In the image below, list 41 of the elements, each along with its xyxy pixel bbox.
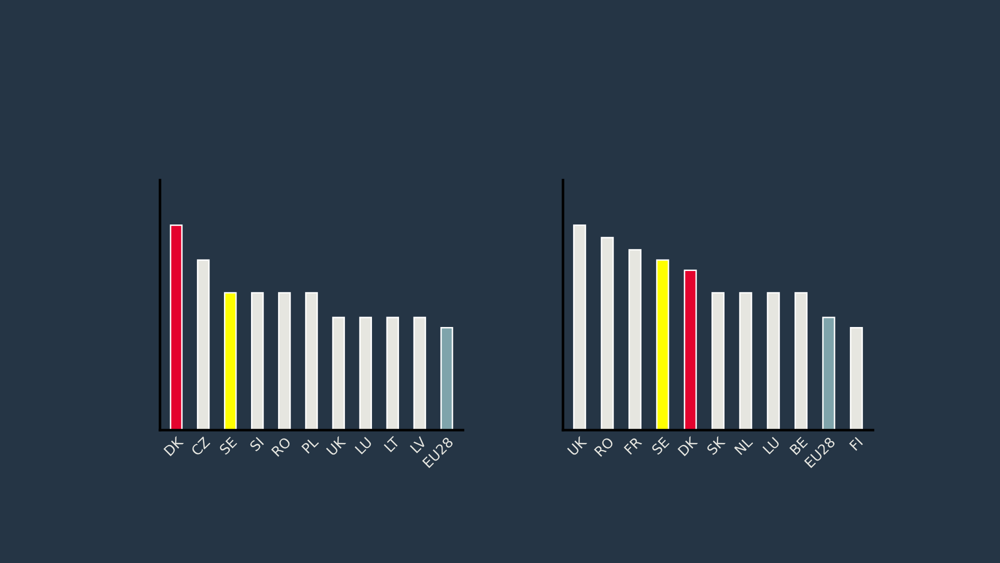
bar (278, 292, 291, 430)
bar (251, 292, 264, 430)
x-tick-label: RO (594, 436, 614, 457)
x-tick-label: RO (271, 436, 292, 457)
bar (711, 292, 725, 430)
bar (822, 316, 836, 430)
bar (170, 224, 183, 430)
x-tick-label: LT (384, 436, 400, 452)
bar (628, 249, 642, 430)
bar (766, 292, 780, 430)
x-tick-label: SK (706, 436, 726, 456)
x-tick-label: FR (624, 436, 642, 455)
x-tick-label: DK (678, 436, 698, 456)
bar (794, 292, 808, 430)
bar (224, 292, 237, 430)
x-tick-label: CZ (190, 436, 210, 456)
x-tick-label: FI (849, 436, 863, 451)
x-tick-label: UK (567, 436, 588, 456)
bar (739, 292, 752, 430)
bar (573, 224, 586, 430)
bar (332, 316, 345, 430)
bar (684, 270, 697, 430)
bar (440, 326, 454, 430)
x-tick-label: PL (301, 436, 319, 454)
bar (359, 316, 372, 430)
x-tick-label: SI (249, 436, 264, 452)
bar (196, 259, 210, 430)
x-tick-label: SE (651, 436, 670, 456)
bar (413, 316, 426, 430)
x-tick-label: UK (326, 436, 346, 456)
x-tick-label: LV (410, 436, 428, 454)
bar (656, 259, 670, 430)
bar (386, 316, 400, 430)
bar (850, 326, 863, 430)
x-tick-label: LU (762, 436, 780, 454)
x-tick-label: DK (163, 436, 184, 456)
x-tick-label: SE (218, 436, 238, 456)
x-tick-label: NL (734, 436, 754, 456)
x-tick-label: LU (354, 436, 372, 454)
bar (305, 292, 318, 430)
bar (600, 236, 614, 430)
